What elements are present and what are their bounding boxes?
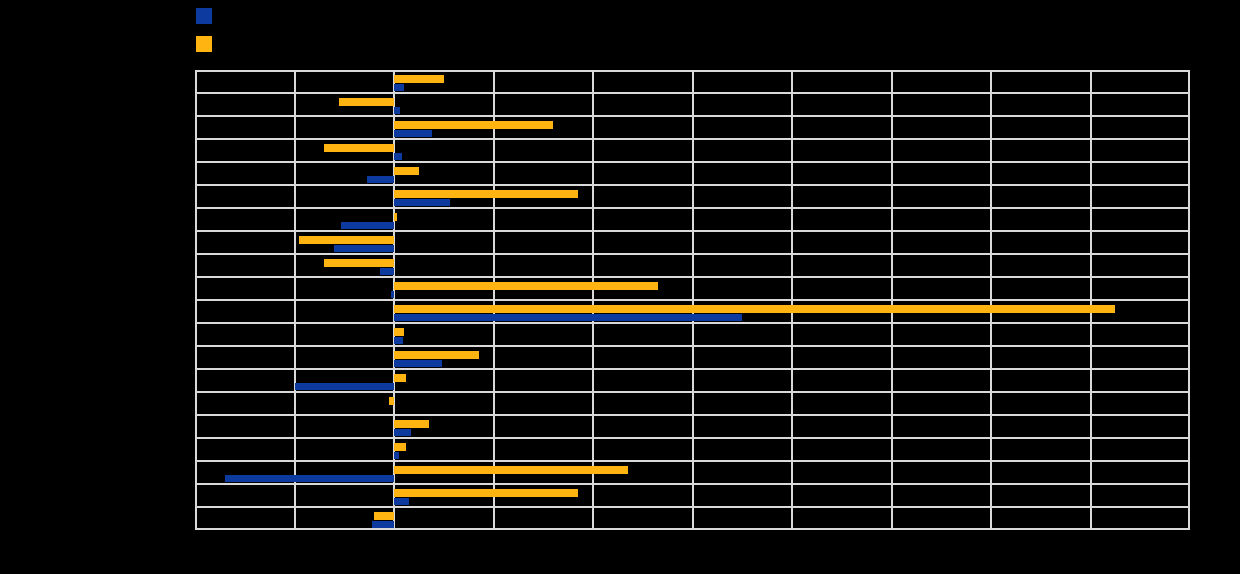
horizontal-gridline: [195, 414, 1190, 416]
horizontal-gridline: [195, 391, 1190, 393]
bar-orange-row-9: [324, 259, 394, 267]
horizontal-gridline: [195, 138, 1190, 140]
bar-blue-row-20: [372, 521, 394, 528]
horizontal-gridline: [195, 345, 1190, 347]
bar-blue-row-14: [294, 383, 394, 390]
bar-blue-row-5: [367, 176, 394, 183]
bar-orange-row-1: [394, 75, 444, 83]
bar-orange-row-13: [394, 351, 479, 359]
bar-orange-row-16: [394, 420, 429, 428]
bar-blue-row-19: [394, 498, 409, 505]
bar-orange-row-14: [394, 374, 406, 382]
horizontal-gridline: [195, 299, 1190, 301]
bar-blue-row-13: [394, 360, 442, 367]
bar-blue-row-11: [394, 314, 743, 321]
bar-blue-row-7: [341, 222, 394, 229]
horizontal-gridline: [195, 70, 1190, 72]
bar-blue-row-10: [391, 291, 394, 298]
legend-swatch-orange-icon: [196, 36, 212, 52]
bar-orange-row-20: [374, 512, 394, 520]
bar-orange-row-18: [394, 466, 628, 474]
horizontal-gridline: [195, 253, 1190, 255]
horizontal-gridline: [195, 483, 1190, 485]
bar-blue-row-17: [394, 452, 399, 459]
horizontal-gridline: [195, 322, 1190, 324]
bar-orange-row-15: [389, 397, 394, 405]
horizontal-gridline: [195, 368, 1190, 370]
bar-orange-row-11: [394, 305, 1116, 313]
bar-blue-row-8: [334, 245, 394, 252]
horizontal-gridline: [195, 460, 1190, 462]
legend-item-blue: [196, 8, 218, 24]
bar-orange-row-12: [394, 328, 404, 336]
legend-swatch-blue-icon: [196, 8, 212, 24]
horizontal-gridline: [195, 184, 1190, 186]
horizontal-gridline: [195, 161, 1190, 163]
horizontal-gridline: [195, 437, 1190, 439]
bar-blue-row-18: [224, 475, 394, 482]
bar-orange-row-17: [394, 443, 406, 451]
bar-blue-row-6: [394, 199, 450, 206]
bar-orange-row-19: [394, 489, 579, 497]
bar-orange-row-4: [324, 144, 394, 152]
bar-orange-row-10: [394, 282, 658, 290]
bar-blue-row-12: [394, 337, 403, 344]
bar-orange-row-7: [394, 213, 397, 221]
bar-orange-row-6: [394, 190, 579, 198]
bar-blue-row-3: [394, 130, 432, 137]
horizontal-gridline: [195, 276, 1190, 278]
bar-blue-row-2: [394, 107, 400, 114]
bar-orange-row-2: [339, 98, 394, 106]
bar-blue-row-9: [380, 268, 394, 275]
bar-chart-plot: [195, 70, 1190, 530]
horizontal-gridline: [195, 115, 1190, 117]
bar-blue-row-16: [394, 429, 411, 436]
legend-item-orange: [196, 36, 218, 52]
bar-blue-row-4: [394, 153, 402, 160]
bar-orange-row-5: [394, 167, 419, 175]
horizontal-gridline: [195, 207, 1190, 209]
bar-orange-row-8: [299, 236, 394, 244]
bar-blue-row-1: [394, 84, 404, 91]
bar-orange-row-3: [394, 121, 554, 129]
horizontal-gridline: [195, 528, 1190, 530]
horizontal-gridline: [195, 92, 1190, 94]
horizontal-gridline: [195, 506, 1190, 508]
horizontal-gridline: [195, 230, 1190, 232]
